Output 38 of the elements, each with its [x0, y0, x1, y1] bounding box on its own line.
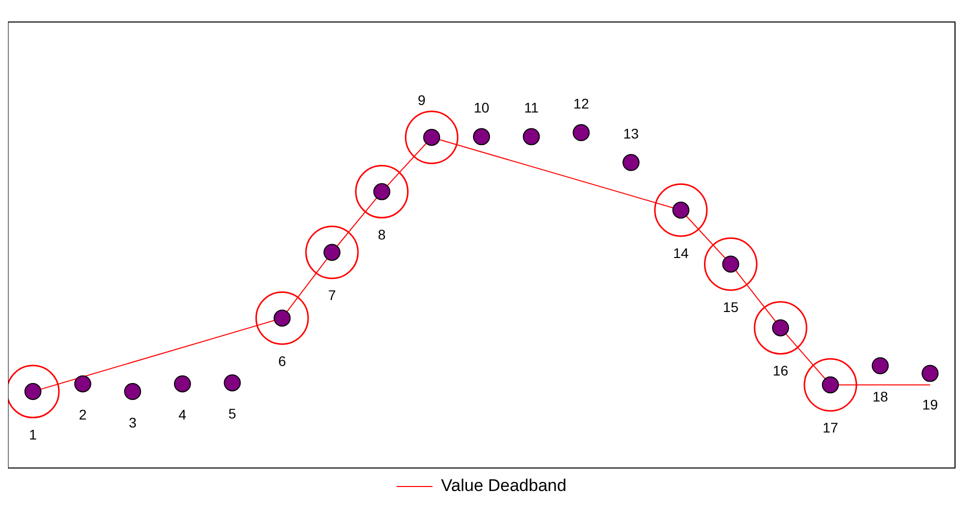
point — [654, 183, 708, 237]
x-tick-label: 12 — [573, 96, 590, 112]
x-tick-label: 18 — [872, 388, 888, 405]
x-tick-label: 14 — [673, 244, 689, 261]
legend-label: Value Deadband — [441, 476, 566, 496]
point — [124, 383, 142, 400]
point — [74, 375, 92, 392]
x-tick-label: 11 — [524, 100, 539, 116]
x-tick-label: 10 — [474, 100, 490, 116]
x-tick-label: 7 — [328, 287, 336, 304]
point — [522, 128, 540, 146]
x-tick-label: 15 — [722, 298, 739, 315]
x-tick-label: 1 — [29, 426, 38, 442]
x-tick-label: 4 — [178, 406, 187, 423]
point — [804, 358, 858, 412]
point — [174, 375, 191, 392]
point — [754, 301, 808, 355]
x-tick-label: 6 — [278, 352, 286, 369]
x-tick-label: 19 — [922, 396, 938, 412]
point — [224, 374, 241, 392]
x-tick-label: 5 — [228, 406, 236, 422]
point — [872, 357, 889, 374]
point — [922, 364, 939, 382]
point — [704, 237, 758, 291]
point — [305, 226, 359, 280]
x-tick-label: 9 — [418, 92, 426, 108]
point — [404, 110, 458, 164]
point — [572, 124, 590, 142]
point — [622, 154, 640, 172]
x-tick-label: 17 — [822, 420, 838, 436]
point — [473, 128, 490, 146]
x-tick-label: 8 — [378, 226, 386, 243]
x-tick-label: 3 — [128, 414, 137, 430]
x-tick-label: 16 — [772, 362, 789, 379]
point — [355, 164, 409, 218]
x-tick-label: 2 — [78, 406, 87, 423]
x-tick-label: 13 — [623, 125, 640, 142]
point — [255, 291, 309, 345]
